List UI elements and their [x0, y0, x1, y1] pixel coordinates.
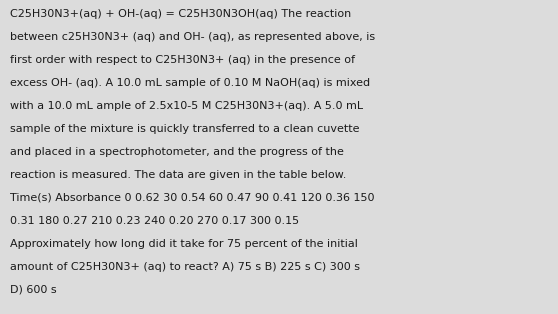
Text: reaction is measured. The data are given in the table below.: reaction is measured. The data are given…	[10, 170, 347, 180]
Text: Time(s) Absorbance 0 0.62 30 0.54 60 0.47 90 0.41 120 0.36 150: Time(s) Absorbance 0 0.62 30 0.54 60 0.4…	[10, 193, 374, 203]
Text: amount of C25H30N3+ (aq) to react? A) 75 s B) 225 s C) 300 s: amount of C25H30N3+ (aq) to react? A) 75…	[10, 262, 360, 272]
Text: sample of the mixture is quickly transferred to a clean cuvette: sample of the mixture is quickly transfe…	[10, 124, 359, 134]
Text: first order with respect to C25H30N3+ (aq) in the presence of: first order with respect to C25H30N3+ (a…	[10, 55, 355, 65]
Text: and placed in a spectrophotometer, and the progress of the: and placed in a spectrophotometer, and t…	[10, 147, 344, 157]
Text: C25H30N3+(aq) + OH-(aq) = C25H30N3OH(aq) The reaction: C25H30N3+(aq) + OH-(aq) = C25H30N3OH(aq)…	[10, 9, 352, 19]
Text: between c25H30N3+ (aq) and OH- (aq), as represented above, is: between c25H30N3+ (aq) and OH- (aq), as …	[10, 32, 375, 42]
Text: excess OH- (aq). A 10.0 mL sample of 0.10 M NaOH(aq) is mixed: excess OH- (aq). A 10.0 mL sample of 0.1…	[10, 78, 370, 88]
Text: D) 600 s: D) 600 s	[10, 284, 57, 295]
Text: 0.31 180 0.27 210 0.23 240 0.20 270 0.17 300 0.15: 0.31 180 0.27 210 0.23 240 0.20 270 0.17…	[10, 216, 299, 226]
Text: Approximately how long did it take for 75 percent of the initial: Approximately how long did it take for 7…	[10, 239, 358, 249]
Text: with a 10.0 mL ample of 2.5x10-5 M C25H30N3+(aq). A 5.0 mL: with a 10.0 mL ample of 2.5x10-5 M C25H3…	[10, 101, 363, 111]
